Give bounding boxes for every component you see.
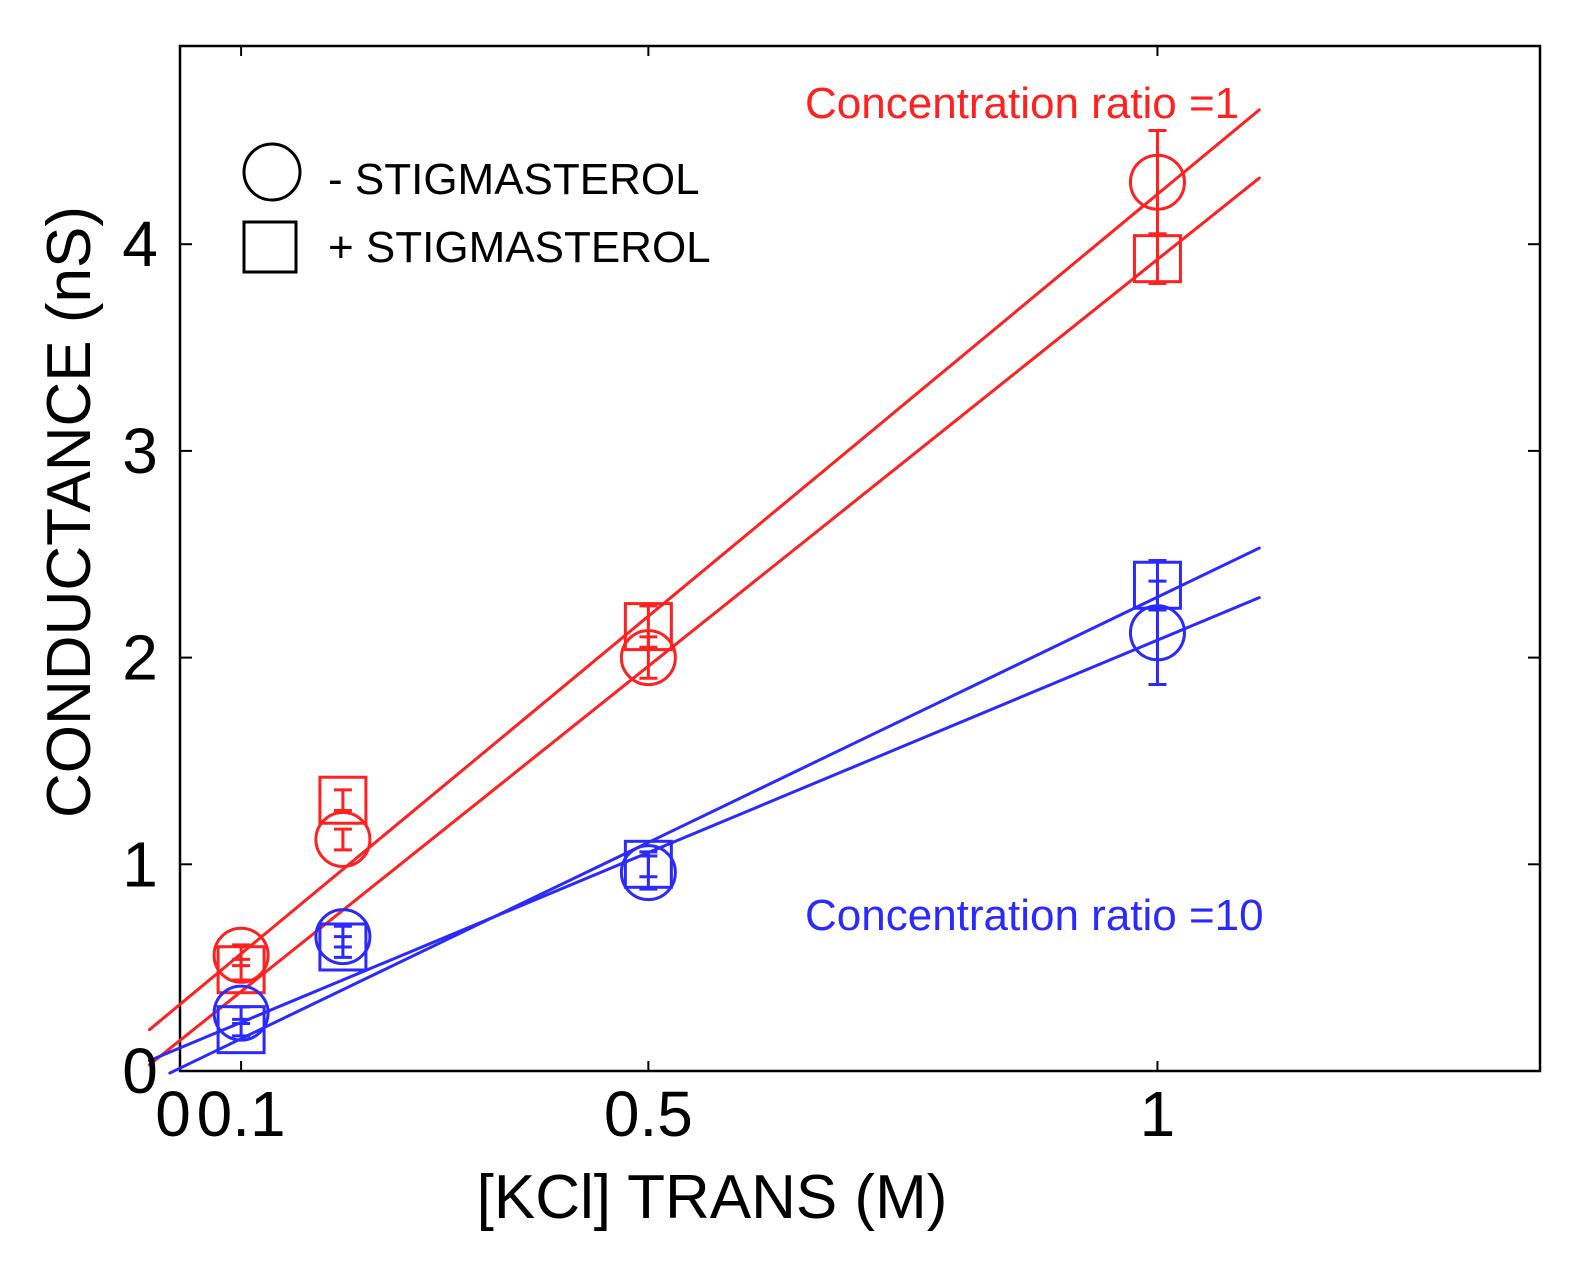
data-point-circle	[314, 908, 372, 966]
data-point-circle	[314, 810, 372, 868]
y-tick-label: 0	[122, 1035, 158, 1107]
legend-circle-marker	[242, 142, 302, 202]
data-point-circle	[1128, 153, 1186, 211]
y-tick-label: 1	[122, 828, 158, 900]
data-point-circle	[212, 926, 270, 984]
data-point-square	[1132, 560, 1182, 610]
y-tick-label: 2	[122, 622, 158, 694]
data-point-circle	[212, 984, 270, 1042]
data-point-square	[623, 839, 673, 889]
data-point-square	[1132, 234, 1182, 284]
data-point-square	[318, 922, 368, 972]
fit-line-2	[147, 176, 1261, 1067]
data-point-square	[216, 1005, 266, 1055]
legend: - STIGMASTEROL + STIGMASTEROL	[242, 142, 711, 274]
fit-line-1	[147, 108, 1261, 1032]
x-tick-label: 0.5	[604, 1078, 693, 1150]
fit-line-4	[168, 546, 1261, 1075]
legend-label-minus-stigmasterol: - STIGMASTEROL	[328, 155, 700, 204]
y-axis-title: CONDUCTANCE (nS)	[35, 206, 104, 818]
fit-lines	[147, 108, 1261, 1075]
data-point-square	[216, 945, 266, 995]
legend-square-marker	[242, 220, 298, 274]
x-tick-label: 0	[155, 1078, 191, 1150]
plot-area-frame	[178, 44, 1542, 1073]
annotation-ratio-1: Concentration ratio =1	[805, 79, 1239, 128]
fit-line-3	[147, 596, 1261, 1063]
legend-label-plus-stigmasterol: + STIGMASTEROL	[328, 223, 711, 272]
annotation-ratio-10: Concentration ratio =10	[805, 891, 1264, 940]
data-markers	[212, 129, 1186, 1055]
data-point-square	[623, 602, 673, 652]
data-point-circle	[619, 844, 677, 902]
x-axis-title: [KCl] TRANS (M)	[477, 1163, 948, 1232]
x-tick-label: 0.1	[197, 1078, 286, 1150]
x-tick-label: 1	[1140, 1078, 1176, 1150]
x-axis: 0 0.1 0.5 1	[155, 46, 1175, 1150]
y-tick-label: 4	[122, 208, 158, 280]
y-tick-label: 3	[122, 415, 158, 487]
data-point-square	[318, 775, 368, 825]
y-axis: 0 1 2 3 4	[122, 208, 1540, 1107]
